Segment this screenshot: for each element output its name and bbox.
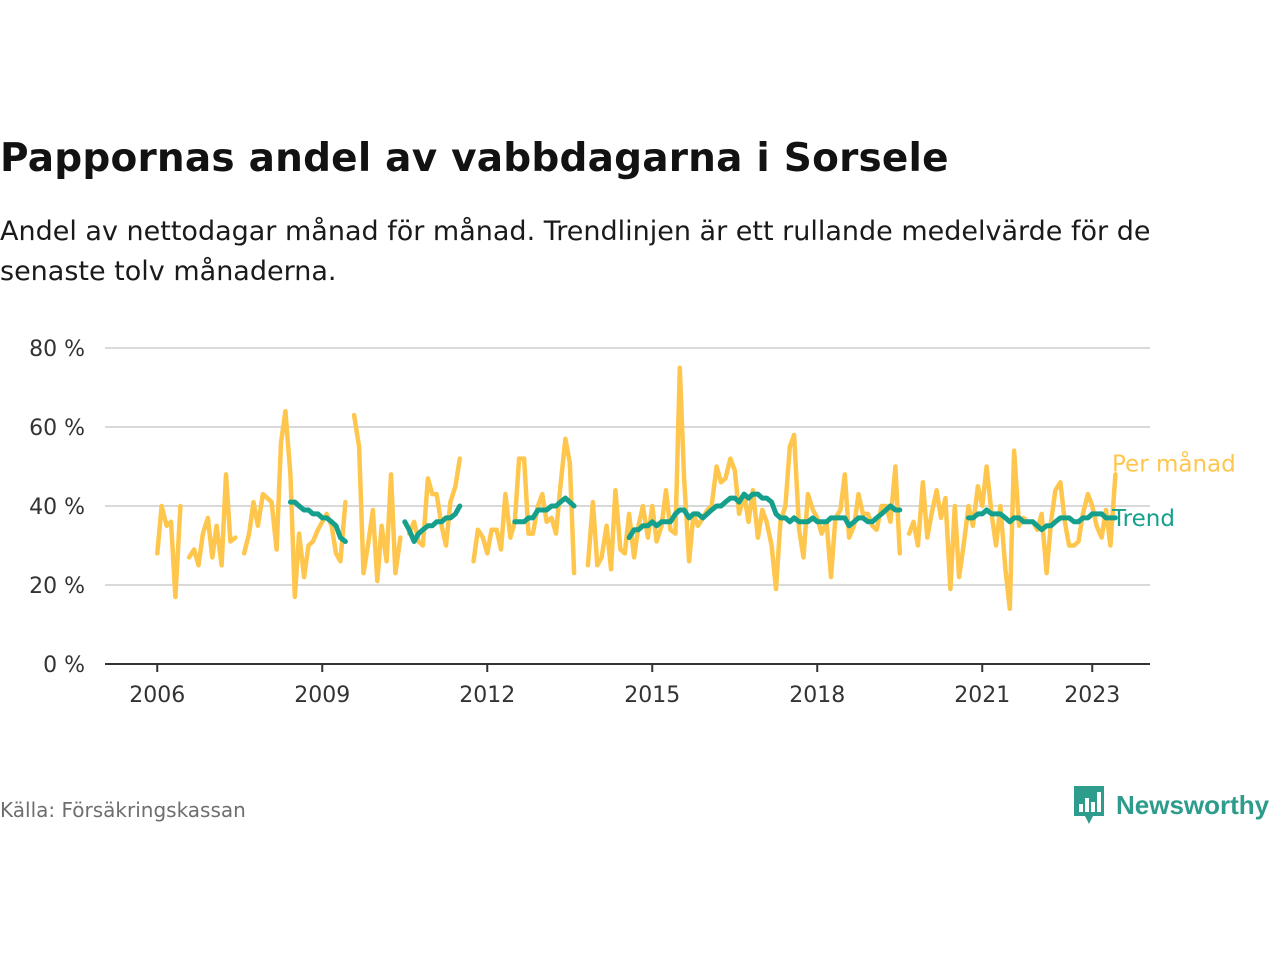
chart-title: Pappornas andel av vabbdagarna i Sorsele [0, 136, 949, 181]
y-tick-label: 40 % [29, 495, 85, 520]
brand-name: Newsworthy [1116, 789, 1270, 820]
brand-logo: Newsworthy [1072, 784, 1269, 826]
series-line-per-manad [186, 472, 238, 568]
series-line-per-manad [585, 365, 903, 592]
newsworthy-logo-icon [1074, 786, 1104, 824]
series-line-per-manad [906, 448, 1118, 611]
x-tick-label: 2006 [129, 683, 185, 708]
series-line-per-manad [155, 503, 183, 600]
y-tick-label: 0 % [43, 653, 85, 678]
series-line-trend [402, 503, 463, 544]
y-tick-label: 80 % [29, 337, 85, 362]
x-tick-label: 2012 [459, 683, 515, 708]
y-tick-label: 60 % [29, 416, 85, 441]
x-tick-label: 2018 [789, 683, 845, 708]
series-label-per-manad: Per månad [1112, 449, 1236, 477]
series-line-trend [287, 499, 348, 544]
series-label-trend: Trend [1111, 506, 1175, 532]
series-line-trend [512, 495, 577, 525]
x-tick-label: 2015 [624, 683, 680, 708]
series-line-trend [966, 507, 1118, 533]
x-tick-label: 2009 [294, 683, 350, 708]
source-note: Källa: Försäkringskassan [0, 798, 246, 822]
x-tick-label: 2023 [1064, 683, 1120, 708]
series-line-per-manad [351, 412, 403, 584]
series-line-trend [626, 491, 903, 541]
y-tick-label: 20 % [29, 574, 85, 599]
chart-subtitle: Andel av nettodagar månad för månad. Tre… [0, 216, 1151, 287]
x-tick-label: 2021 [954, 683, 1010, 708]
series-line-per-manad [471, 436, 577, 576]
